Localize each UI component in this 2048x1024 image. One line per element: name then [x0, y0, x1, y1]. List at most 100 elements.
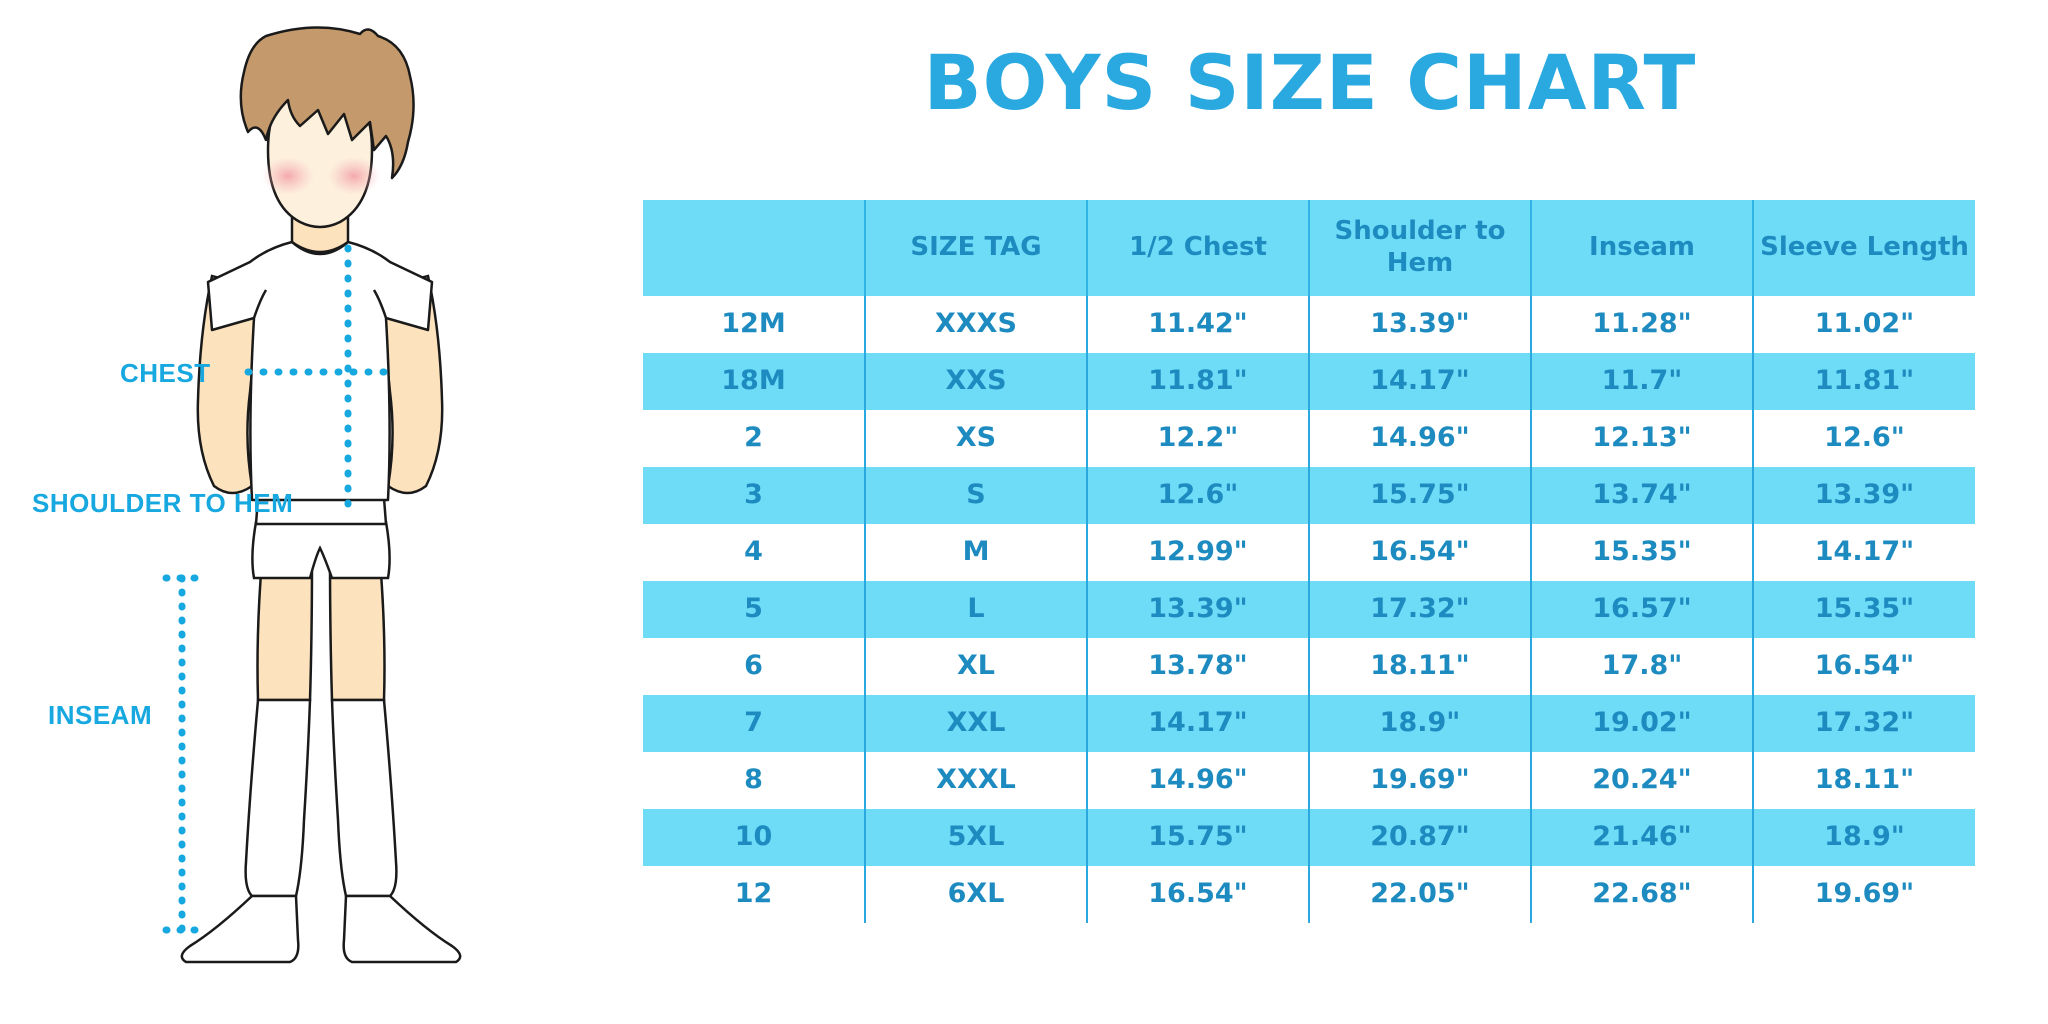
- right-thigh: [328, 558, 386, 702]
- cell-size: 3: [744, 479, 763, 511]
- cell-shoulder-to-hem: 14.17": [1308, 353, 1531, 410]
- table-row: 7 XXL 14.17" 18.9" 19.02" 17.32": [643, 695, 1975, 752]
- cell-sleeve-length: 11.02": [1752, 296, 1975, 353]
- cell-shoulder-to-hem: 13.39": [1308, 296, 1531, 353]
- right-foot: [342, 894, 462, 964]
- cell-sleeve-length: 18.11": [1752, 752, 1975, 809]
- cell-size-tag: M: [864, 524, 1087, 581]
- cell-size-tag: XXXL: [864, 752, 1087, 809]
- cell-size-tag: 6XL: [864, 866, 1087, 923]
- cell-size: 10: [734, 821, 773, 853]
- cell-half-chest: 14.96": [1086, 752, 1309, 809]
- table-row: 5 L 13.39" 17.32" 16.57" 15.35": [643, 581, 1975, 638]
- cell-inseam: 15.35": [1530, 524, 1753, 581]
- right-lower-leg-sock: [330, 698, 398, 898]
- cell-inseam: 19.02": [1530, 695, 1753, 752]
- cell-sleeve-length: 18.9": [1752, 809, 1975, 866]
- cell-shoulder-to-hem: 18.11": [1308, 638, 1531, 695]
- table-row: 6 XL 13.78" 18.11" 17.8" 16.54": [643, 638, 1975, 695]
- cell-half-chest: 11.81": [1086, 353, 1309, 410]
- left-lower-leg-sock: [244, 698, 312, 898]
- cell-inseam: 22.68": [1530, 866, 1753, 923]
- cell-size: 7: [744, 707, 763, 739]
- tshirt-collar: [291, 241, 349, 256]
- column-header-half-chest: 1/2 Chest: [1086, 200, 1309, 296]
- cell-sleeve-length: 13.39": [1752, 467, 1975, 524]
- cell-size-tag: 5XL: [864, 809, 1087, 866]
- left-cheek: [262, 157, 314, 195]
- cell-inseam: 12.13": [1530, 410, 1753, 467]
- column-header-shoulder-to-hem: Shoulder to Hem: [1308, 200, 1531, 296]
- cell-half-chest: 14.17": [1086, 695, 1309, 752]
- boy-figure-illustration: CHEST SHOULDER TO HEM INSEAM: [0, 0, 640, 1024]
- cell-sleeve-length: 11.81": [1752, 353, 1975, 410]
- column-header-sleeve-length: Sleeve Length: [1752, 200, 1975, 296]
- cell-sleeve-length: 19.69": [1752, 866, 1975, 923]
- cell-shoulder-to-hem: 22.05": [1308, 866, 1531, 923]
- cell-size-tag: XXXS: [864, 296, 1087, 353]
- cell-sleeve-length: 14.17": [1752, 524, 1975, 581]
- hair-shape: [239, 26, 415, 180]
- cell-sleeve-length: 17.32": [1752, 695, 1975, 752]
- cell-sleeve-length: 15.35": [1752, 581, 1975, 638]
- cell-size-tag: L: [864, 581, 1087, 638]
- table-row: 8 XXXL 14.96" 19.69" 20.24" 18.11": [643, 752, 1975, 809]
- cell-shoulder-to-hem: 19.69": [1308, 752, 1531, 809]
- right-cheek: [328, 157, 380, 195]
- cell-inseam: 21.46": [1530, 809, 1753, 866]
- cell-half-chest: 11.42": [1086, 296, 1309, 353]
- page-title: BOYS SIZE CHART: [923, 38, 1697, 127]
- cell-size: 2: [744, 422, 763, 454]
- cell-half-chest: 15.75": [1086, 809, 1309, 866]
- cell-half-chest: 13.78": [1086, 638, 1309, 695]
- table-row: 4 M 12.99" 16.54" 15.35" 14.17": [643, 524, 1975, 581]
- table-row: 12M XXXS 11.42" 13.39" 11.28" 11.02": [643, 296, 1975, 353]
- cell-half-chest: 12.2": [1086, 410, 1309, 467]
- cell-inseam: 11.7": [1530, 353, 1753, 410]
- cell-sleeve-length: 12.6": [1752, 410, 1975, 467]
- cell-half-chest: 16.54": [1086, 866, 1309, 923]
- cell-shoulder-to-hem: 14.96": [1308, 410, 1531, 467]
- table-row: 2 XS 12.2" 14.96" 12.13" 12.6": [643, 410, 1975, 467]
- table-row: 18M XXS 11.81" 14.17" 11.7" 11.81": [643, 353, 1975, 410]
- cell-shoulder-to-hem: 16.54": [1308, 524, 1531, 581]
- column-header-size: [643, 200, 865, 296]
- table-row: 12 6XL 16.54" 22.05" 22.68" 19.69": [643, 866, 1975, 923]
- left-thigh: [256, 558, 314, 702]
- table-header: SIZE TAG 1/2 Chest Shoulder to Hem Insea…: [643, 200, 1975, 296]
- cell-size: 8: [744, 764, 763, 796]
- cell-inseam: 20.24": [1530, 752, 1753, 809]
- table-row: 10 5XL 15.75" 20.87" 21.46" 18.9": [643, 809, 1975, 866]
- cell-shoulder-to-hem: 18.9": [1308, 695, 1531, 752]
- cell-shoulder-to-hem: 15.75": [1308, 467, 1531, 524]
- measurement-label-chest: CHEST: [120, 358, 211, 388]
- cell-size-tag: XXL: [864, 695, 1087, 752]
- cell-inseam: 13.74": [1530, 467, 1753, 524]
- cell-size: 18M: [721, 365, 786, 397]
- cell-half-chest: 12.6": [1086, 467, 1309, 524]
- shorts: [251, 520, 391, 580]
- cell-shoulder-to-hem: 17.32": [1308, 581, 1531, 638]
- left-sleeve-seam: [252, 289, 268, 319]
- table-row: 3 S 12.6" 15.75" 13.74" 13.39": [643, 467, 1975, 524]
- right-sleeve-seam: [372, 289, 388, 319]
- column-header-inseam: Inseam: [1530, 200, 1753, 296]
- cell-size-tag: XL: [864, 638, 1087, 695]
- cell-size-tag: XS: [864, 410, 1087, 467]
- measurement-label-inseam: INSEAM: [48, 700, 153, 730]
- cell-half-chest: 12.99": [1086, 524, 1309, 581]
- cell-inseam: 17.8": [1530, 638, 1753, 695]
- measurement-label-shoulder-to-hem: SHOULDER TO HEM: [32, 488, 294, 518]
- size-chart-table: SIZE TAG 1/2 Chest Shoulder to Hem Insea…: [643, 200, 1975, 923]
- cell-shoulder-to-hem: 20.87": [1308, 809, 1531, 866]
- boy-figure-svg: [162, 26, 462, 964]
- cell-half-chest: 13.39": [1086, 581, 1309, 638]
- cell-size: 6: [744, 650, 763, 682]
- cell-inseam: 11.28": [1530, 296, 1753, 353]
- cell-size: 4: [744, 536, 763, 568]
- cell-size-tag: S: [864, 467, 1087, 524]
- cell-size-tag: XXS: [864, 353, 1087, 410]
- cell-size: 12M: [721, 308, 786, 340]
- left-foot: [180, 894, 300, 964]
